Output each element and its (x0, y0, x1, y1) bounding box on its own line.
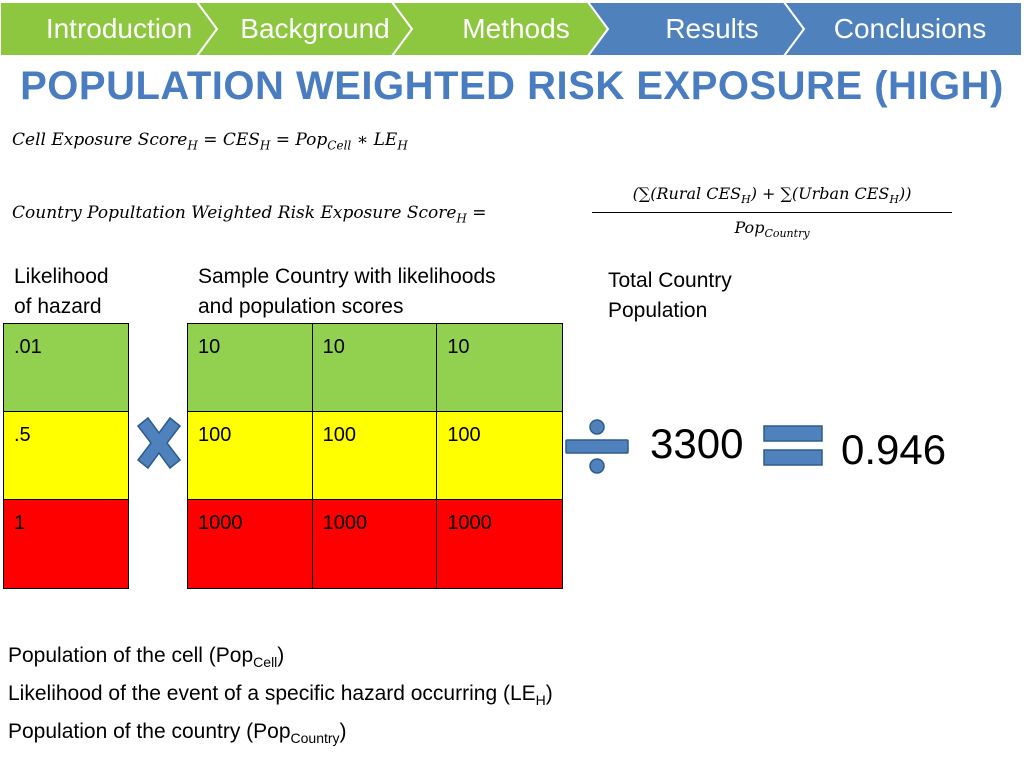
country-exposure-fraction: (∑(Rural CESH) + ∑(Urban CESH)) PopCount… (592, 184, 952, 240)
numerator-urban: ) + ∑(Urban CES (750, 184, 890, 203)
population-cell: 10 (311, 323, 438, 412)
formula1-sub-h: H (187, 138, 198, 153)
footnote-close-1: ) (277, 644, 285, 667)
total-label-line1: Total Country (608, 269, 732, 292)
footnote-pop-cell: Population of the cell (PopCell) (8, 640, 553, 678)
country-exposure-formula-lhs: Country Popultation Weighted Risk Exposu… (12, 203, 487, 225)
tab-results[interactable]: Results (665, 13, 759, 44)
likelihood-cell: .5 (3, 411, 129, 500)
denominator-pop: Pop (734, 218, 765, 238)
x-icon (136, 416, 182, 470)
footnote-pop-cell-text: Population of the cell (Pop (8, 644, 254, 667)
population-cell: 10 (187, 323, 313, 412)
table-row: .01 (3, 323, 129, 412)
numerator-rural: (∑(Rural CES (632, 184, 742, 203)
footnote-close-3: ) (339, 720, 347, 744)
numerator-close: )) (898, 184, 912, 203)
fraction-bar (592, 212, 952, 214)
formula2-lhs: Country Popultation Weighted Risk Exposu… (12, 203, 457, 223)
cell-exposure-formula: Cell Exposure ScoreH = CESH = PopCell ∗ … (12, 130, 408, 152)
likelihood-table: .01 .5 1 (3, 323, 129, 589)
total-population-label: Total Country Population (608, 266, 732, 326)
population-cell: 1000 (311, 499, 438, 589)
footnote-pop-country: Population of the country (PopCountry) (8, 716, 553, 754)
table-row: 1000 1000 1000 (187, 499, 563, 589)
formula1-sub-h2: H (259, 138, 271, 153)
fraction-denominator: PopCountry (592, 218, 952, 240)
tab-introduction[interactable]: Introduction (45, 13, 193, 44)
population-cell: 1000 (187, 499, 313, 589)
denominator-sub: Country (764, 227, 810, 241)
table-row: 1 (3, 499, 129, 589)
population-cell: 100 (187, 411, 313, 500)
divide-icon (565, 419, 629, 474)
tab-methods[interactable]: Methods (462, 13, 570, 44)
footnote-le-sub: H (535, 692, 546, 709)
result-value: 0.946 (841, 426, 947, 473)
sample-country-label: Sample Country with likelihoods and popu… (198, 262, 496, 322)
nav-chevrons (0, 0, 1023, 57)
footnote-close-2: ) (545, 682, 553, 706)
slide-title: POPULATION WEIGHTED RISK EXPOSURE (HIGH) (20, 64, 1004, 108)
population-cell: 100 (436, 411, 563, 500)
section-nav: Introduction Background Methods Results … (0, 0, 1024, 58)
numerator-sub-h1: H (741, 193, 751, 207)
sample-label-line1: Sample Country with likelihoods (198, 265, 496, 288)
total-population-value: 3300 (650, 420, 744, 467)
table-row: .5 (3, 411, 129, 500)
tab-conclusions-shape[interactable] (782, 0, 1023, 57)
formula1-tail: ∗ LE (356, 130, 398, 150)
formula1-eq1: = CES (203, 130, 260, 150)
footnote-le: Likelihood of the event of a specific ha… (8, 678, 553, 716)
population-table: 10 10 10 100 100 100 1000 1000 1000 (187, 323, 563, 589)
table-row: 100 100 100 (187, 411, 563, 500)
numerator-sub-h2: H (889, 193, 899, 207)
fraction-numerator: (∑(Rural CESH) + ∑(Urban CESH)) (592, 184, 952, 206)
formula1-lhs: Cell Exposure Score (12, 130, 188, 150)
footnotes: Population of the cell (PopCell) Likelih… (8, 640, 553, 755)
tab-background[interactable]: Background (240, 13, 390, 44)
population-cell: 100 (311, 411, 438, 500)
tab-conclusions[interactable]: Conclusions (833, 13, 987, 44)
equals-icon (763, 425, 823, 466)
sample-label-line2: and population scores (198, 295, 404, 318)
formula1-sub-cell: Cell (327, 138, 352, 153)
likelihood-label: Likelihood of hazard (14, 262, 109, 322)
formula2-eq: = (472, 203, 487, 223)
footnote-le-text: Likelihood of the event of a specific ha… (8, 682, 536, 706)
likelihood-label-line2: of hazard (14, 295, 102, 318)
population-cell: 1000 (436, 499, 563, 589)
formula1-eq2: = Pop (275, 130, 328, 150)
formula2-sub-h: H (456, 211, 467, 226)
likelihood-cell: 1 (3, 499, 129, 589)
likelihood-cell: .01 (3, 323, 129, 412)
footnote-pop-country-sub: Country (290, 730, 340, 747)
table-row: 10 10 10 (187, 323, 563, 412)
likelihood-label-line1: Likelihood (14, 265, 109, 288)
population-cell: 10 (436, 323, 563, 412)
footnote-pop-country-text: Population of the country (Pop (8, 720, 291, 744)
total-label-line2: Population (608, 299, 708, 322)
footnote-pop-cell-sub: Cell (253, 654, 278, 671)
formula1-sub-h3: H (397, 138, 408, 153)
